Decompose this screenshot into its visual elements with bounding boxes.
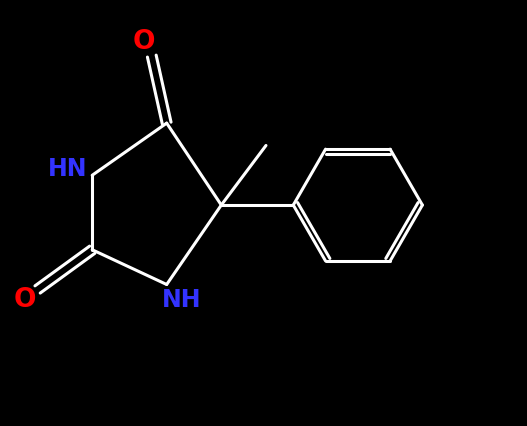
- Text: O: O: [14, 287, 36, 313]
- Text: O: O: [133, 29, 155, 55]
- Text: NH: NH: [162, 288, 201, 312]
- Text: HN: HN: [47, 156, 87, 180]
